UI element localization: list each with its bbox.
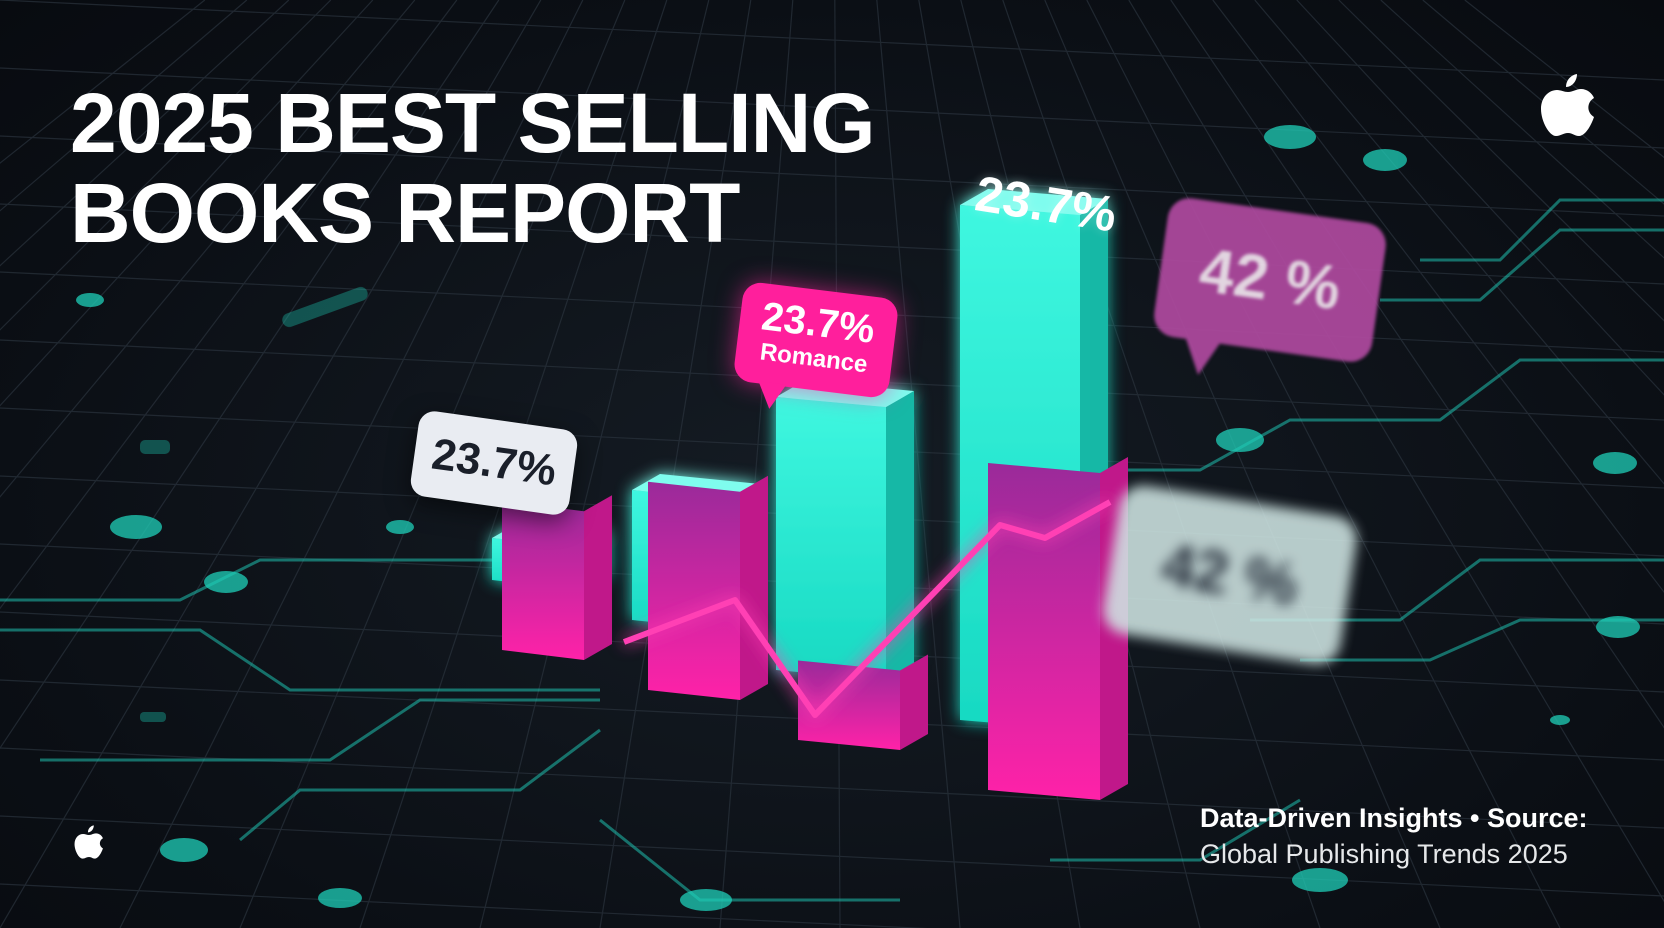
pink-bar-side bbox=[584, 495, 612, 660]
pink-bar bbox=[502, 495, 612, 660]
title-line-1: 2025 BEST SELLING bbox=[70, 76, 876, 170]
report-title: 2025 BEST SELLING BOOKS REPORT bbox=[70, 76, 876, 260]
pink-bar-side bbox=[900, 654, 928, 750]
percent-bubble-purple: 42 % bbox=[1151, 195, 1389, 365]
source-line-2: Global Publishing Trends 2025 bbox=[1200, 839, 1568, 869]
teal-bar-top bbox=[960, 189, 1108, 215]
teal-bar-side bbox=[886, 391, 914, 680]
trend-line bbox=[622, 499, 1112, 718]
title-line-2: BOOKS REPORT bbox=[70, 166, 740, 260]
pink-bar-front bbox=[648, 481, 740, 700]
pink-bar-side bbox=[740, 475, 768, 700]
pink-bar-front bbox=[988, 463, 1100, 800]
apple-logo-icon bbox=[74, 825, 103, 859]
source-line-1: Data-Driven Insights • Source: bbox=[1200, 803, 1588, 833]
pink-bar bbox=[648, 475, 768, 700]
pink-bar bbox=[988, 457, 1128, 800]
teal-bar-front bbox=[776, 397, 886, 680]
pink-bar bbox=[798, 654, 928, 750]
source-caption: Data-Driven Insights • Source: Global Pu… bbox=[1200, 800, 1620, 872]
pink-bar-front bbox=[502, 501, 584, 660]
circuit-nodes bbox=[76, 125, 1640, 911]
romance-bubble: 23.7% Romance bbox=[732, 280, 900, 400]
apple-logo-icon bbox=[1541, 74, 1594, 136]
pink-bar-front bbox=[798, 660, 900, 750]
